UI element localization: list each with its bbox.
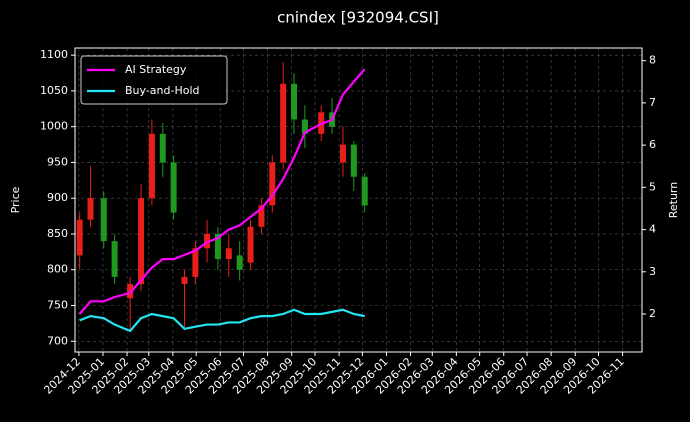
y-tick-label: 1100 [40,48,68,61]
candle-body [269,162,276,206]
candle-body [291,83,298,120]
candle-body [258,205,265,227]
candle-body [236,255,243,270]
candle-body [76,219,83,256]
candle-body [361,176,368,206]
y2-tick-label: 3 [649,265,656,278]
return-line [78,68,366,315]
y-tick-label: 700 [47,334,68,347]
candle-body [214,233,221,260]
candle-body [138,198,145,285]
y2-tick-label: 6 [649,138,656,151]
candle-body [87,198,94,220]
candle-body [192,248,199,277]
return-line [79,308,365,333]
y-tick-label: 1050 [40,84,68,97]
candle-body [159,133,166,163]
y2-tick-label: 8 [649,54,656,67]
y2-tick-label: 2 [649,307,656,320]
legend-box [80,55,228,105]
candle-body [170,162,177,213]
legend-label: AI Strategy [125,63,187,76]
y-tick-label: 950 [47,155,68,168]
candle-body [225,248,232,260]
candle-body [280,83,287,163]
candle-body [111,241,118,277]
candle-body [100,198,107,242]
candle-body [127,284,134,299]
y-tick-label: 1000 [40,120,68,133]
candle-body [247,226,254,263]
candle-body [350,144,357,177]
candle-body [339,144,346,163]
y2-tick-label: 4 [649,223,656,236]
candle-body [148,133,155,199]
y2-axis-label: Return [667,182,680,219]
y2-tick-label: 7 [649,96,656,109]
y-tick-label: 750 [47,299,68,312]
candle-body [301,119,308,134]
plot-frame [74,47,643,353]
legend-label: Buy-and-Hold [125,84,200,97]
y-tick-label: 900 [47,191,68,204]
chart-title: cnindex [932094.CSI] [277,9,439,27]
y2-tick-label: 5 [649,180,656,193]
y-tick-label: 850 [47,227,68,240]
candle-body [181,276,188,285]
legend: AI Strategy Buy-and-Hold [80,55,228,105]
y-axis-label: Price [9,186,22,213]
y-tick-label: 800 [47,263,68,276]
